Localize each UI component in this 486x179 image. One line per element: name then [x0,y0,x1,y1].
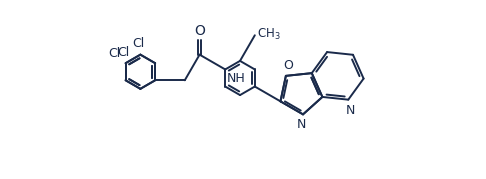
Text: N: N [346,104,355,117]
Text: N: N [296,118,306,131]
Text: Cl: Cl [108,47,121,60]
Text: Cl: Cl [117,46,129,59]
Text: O: O [283,59,293,72]
Text: O: O [194,24,205,38]
Text: NH: NH [227,72,246,85]
Text: CH$_3$: CH$_3$ [257,27,280,42]
Text: Cl: Cl [132,37,144,50]
